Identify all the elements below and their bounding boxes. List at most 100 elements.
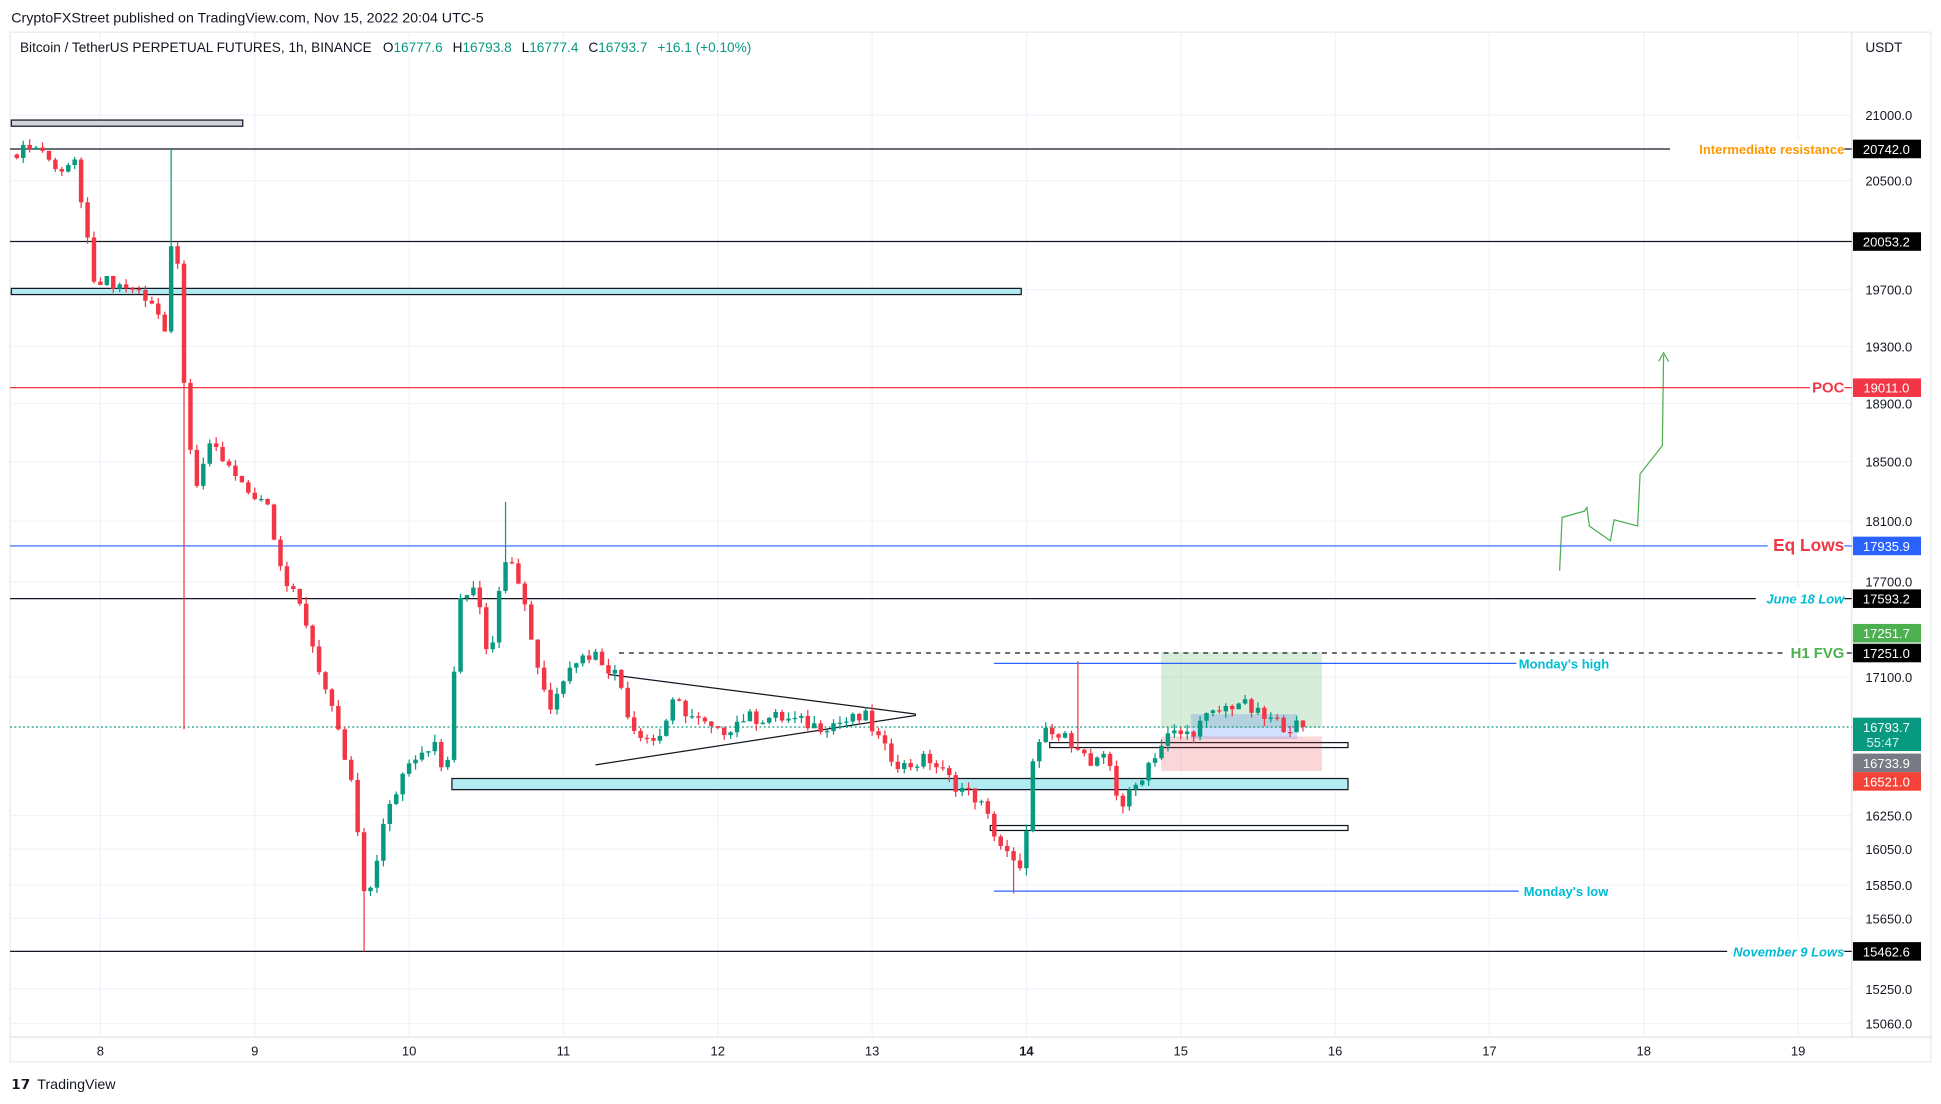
level-label: Intermediate resistance	[1699, 142, 1844, 157]
candle	[458, 597, 463, 672]
candle	[953, 775, 958, 792]
chart-frame	[9, 31, 1932, 1063]
date-tick-label: 13	[865, 1044, 879, 1059]
candle	[593, 651, 598, 660]
candle	[387, 803, 393, 824]
candle	[516, 563, 521, 584]
candle	[258, 498, 264, 501]
candle	[503, 562, 508, 591]
candle	[374, 860, 380, 888]
candle	[921, 753, 926, 767]
candle	[445, 759, 450, 768]
candle	[876, 731, 881, 736]
price-tick-label: 21000.0	[1865, 108, 1912, 123]
time-axis[interactable]: 8 9 10 11 12 13 14 15 16 17 18 19	[97, 1044, 1806, 1059]
candle	[1255, 707, 1261, 713]
grid	[10, 32, 1852, 1038]
candle	[181, 263, 187, 383]
candle	[728, 732, 733, 736]
candle	[323, 672, 328, 690]
position-target-zone[interactable]	[1161, 652, 1322, 728]
level-label-bg	[1727, 941, 1845, 962]
candle	[966, 787, 971, 790]
close-value: 16793.7	[598, 40, 647, 55]
level-label-bg	[1809, 377, 1845, 398]
candle	[400, 773, 405, 795]
lower-demand-box[interactable]	[989, 824, 1349, 832]
price-tick-label: 19300.0	[1865, 339, 1912, 354]
candle	[1049, 727, 1055, 735]
symbol-ohlc: Bitcoin / TetherUS PERPETUAL FUTURES, 1h…	[20, 40, 751, 55]
position-stop-zone[interactable]	[1161, 736, 1322, 772]
candle	[863, 710, 868, 721]
high-label: H	[453, 40, 463, 55]
candle	[246, 482, 251, 493]
candle	[1184, 731, 1190, 735]
price-axis[interactable]: 21000.0 20500.0 19700.0 19300.0 18900.0 18500…	[1865, 108, 1912, 1031]
entry-price-tag: 16733.9	[1863, 756, 1910, 771]
open-label: O	[383, 40, 394, 55]
price-tick-label: 16050.0	[1865, 842, 1912, 857]
price-tick-label: 15250.0	[1865, 982, 1912, 997]
candle	[85, 202, 90, 238]
candle	[799, 715, 804, 718]
projection-arrow-path[interactable]	[1559, 355, 1665, 571]
candle	[201, 463, 206, 486]
candle	[130, 288, 135, 290]
level-price-tag-bg	[1852, 536, 1922, 556]
open-value: 16777.6	[393, 40, 442, 55]
candles	[14, 139, 1306, 952]
price-tick-label: 18100.0	[1865, 514, 1912, 529]
price-tick-label: 15850.0	[1865, 878, 1912, 893]
candle	[1127, 789, 1132, 807]
monday-high-label: Monday's high	[1519, 656, 1609, 671]
candle	[760, 722, 766, 724]
candle	[451, 671, 457, 760]
level-label: Eq Lows	[1773, 535, 1844, 555]
candle	[156, 303, 161, 315]
support-zone-box[interactable]	[451, 777, 1349, 791]
candle	[889, 743, 894, 762]
candle	[702, 717, 708, 722]
candle	[329, 689, 335, 706]
candle	[310, 625, 315, 647]
triangle-lower-line[interactable]	[595, 714, 917, 766]
candle	[850, 713, 856, 722]
candle	[123, 284, 129, 289]
candle	[1088, 753, 1093, 766]
candle	[786, 718, 791, 721]
candle	[342, 729, 348, 760]
candle	[1217, 710, 1222, 712]
candle	[1043, 727, 1048, 743]
date-tick-label: 8	[97, 1044, 104, 1059]
candle	[66, 164, 71, 172]
candle	[188, 382, 193, 450]
level-label-bg	[1669, 139, 1845, 159]
candle	[1114, 765, 1119, 796]
candle	[779, 712, 785, 721]
candle	[683, 700, 688, 717]
supply-zone-box[interactable]	[10, 119, 244, 127]
candle	[1249, 699, 1254, 713]
candle	[46, 150, 52, 160]
tv-logo-text: TradingView	[37, 1077, 116, 1093]
candle	[792, 717, 798, 720]
candle	[599, 651, 605, 666]
candle	[741, 721, 746, 723]
candle	[14, 154, 20, 158]
bar-countdown: 55:47	[1867, 735, 1900, 750]
level-price-tag-bg	[1852, 378, 1922, 397]
candle	[464, 595, 470, 598]
candle	[271, 504, 277, 540]
candle	[207, 443, 212, 464]
resistance-zone-box[interactable]	[10, 287, 1022, 296]
demand-zone-box[interactable]	[1049, 741, 1349, 749]
candle	[394, 794, 399, 804]
stop-price-tag-bg	[1852, 772, 1922, 791]
low-label: L	[522, 40, 530, 55]
candle	[1165, 733, 1171, 746]
candle	[432, 741, 438, 752]
candle	[586, 655, 592, 660]
triangle-upper-line[interactable]	[609, 673, 917, 715]
